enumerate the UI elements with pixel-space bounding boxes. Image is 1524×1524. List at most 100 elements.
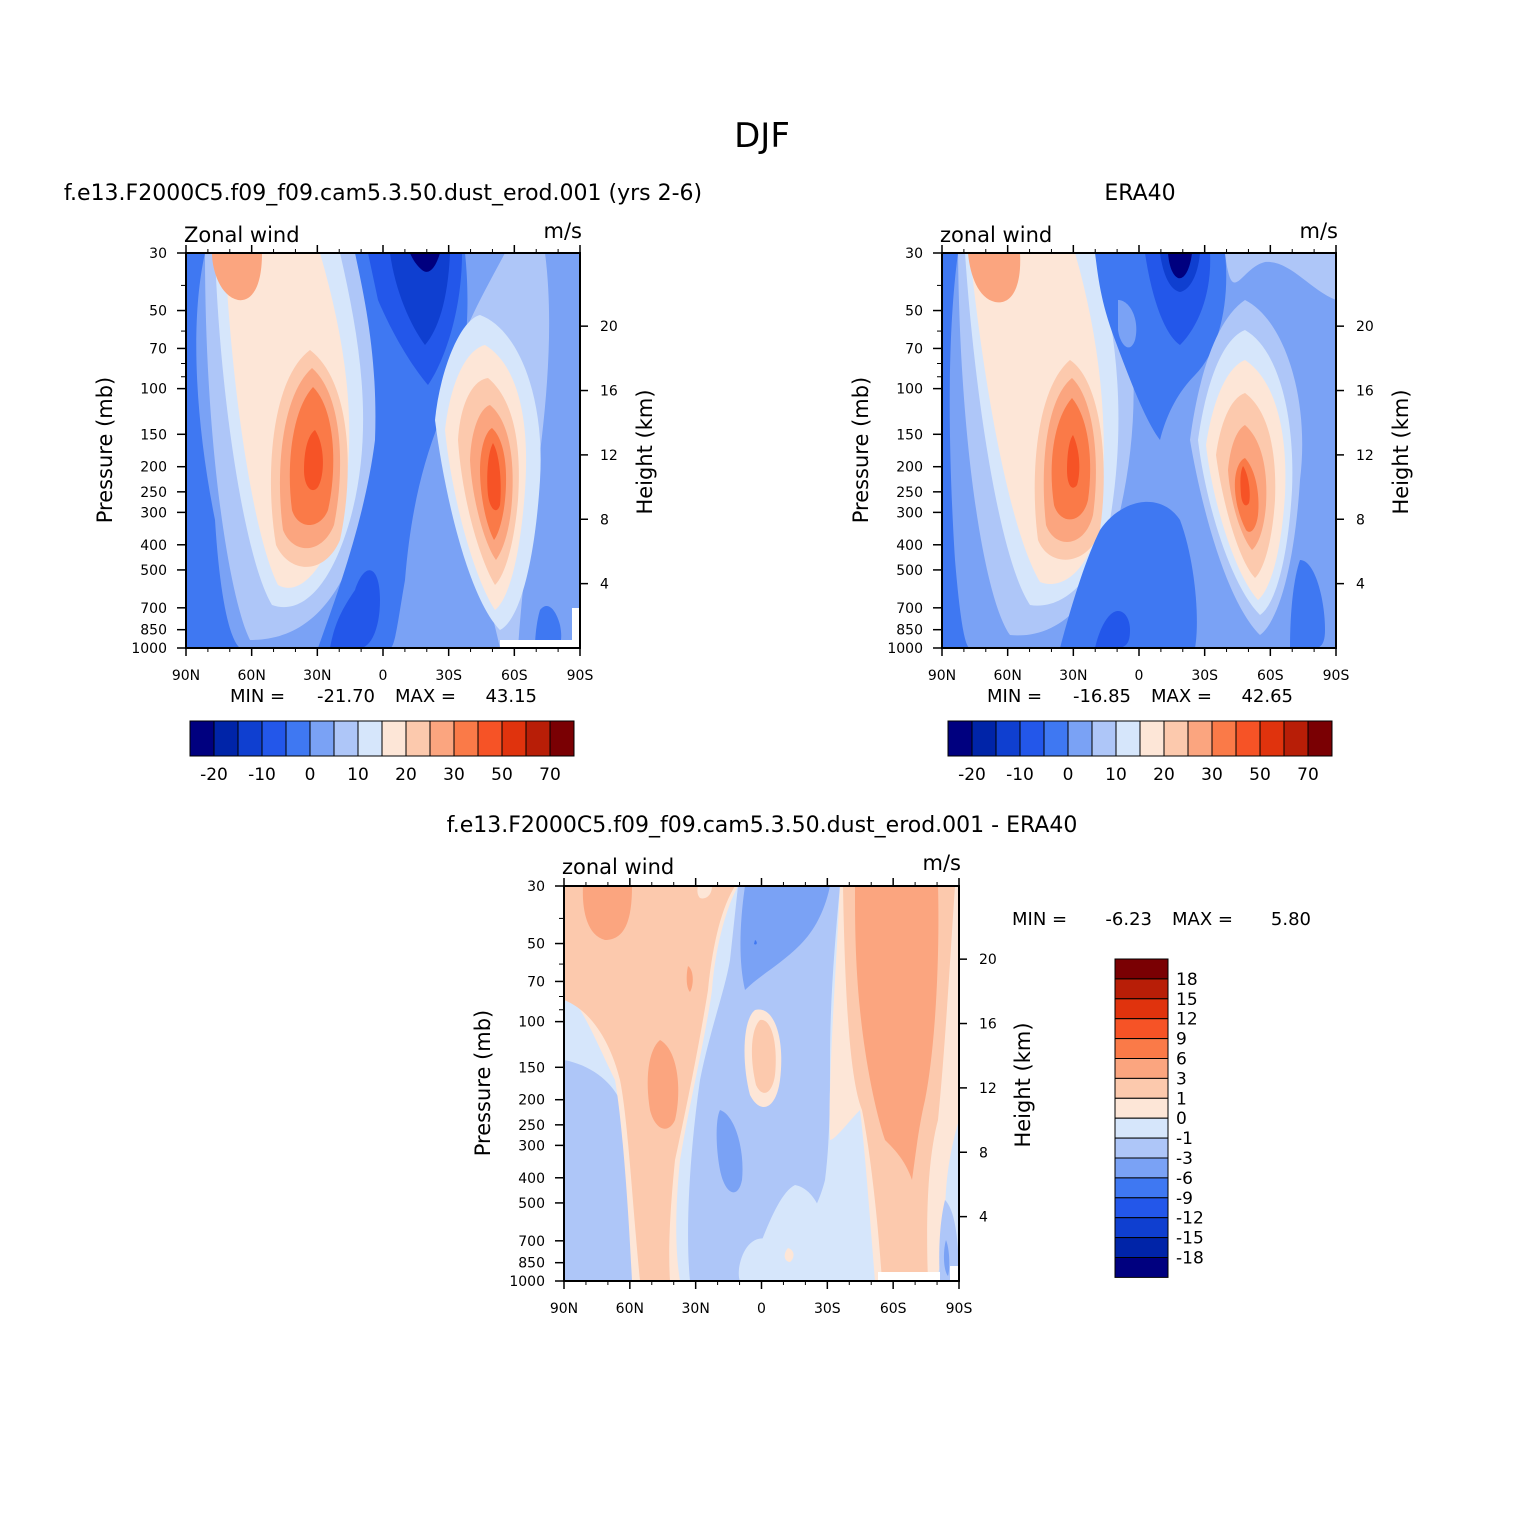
- contour-band: [410, 253, 440, 272]
- colorbar-swatch: [1114, 978, 1169, 1000]
- contour-band: [535, 605, 562, 648]
- y-tick-label: 400: [518, 1171, 545, 1187]
- panel-era40-minmax: MIN = -16.85 MAX = 42.65: [987, 686, 1293, 707]
- colorbar-swatch: [1114, 958, 1169, 980]
- y-tick-label: 70: [149, 341, 167, 357]
- panel-era40-colorbar: [947, 720, 1333, 757]
- max-value: 42.65: [1241, 686, 1293, 707]
- y-tick-label: 50: [905, 304, 923, 320]
- panel-era40-y-label: Pressure (mb): [849, 377, 873, 524]
- contour-band: [304, 430, 323, 491]
- panel-difference-y-right-label: Height (km): [1011, 1022, 1035, 1147]
- colorbar-label: -10: [248, 765, 276, 785]
- colorbar-swatch: [1114, 1197, 1169, 1219]
- contour-band: [751, 1019, 776, 1093]
- colorbar-swatch: [1115, 720, 1141, 757]
- x-tick-label: 30N: [1059, 668, 1087, 684]
- panel-model-variable: Zonal wind: [184, 223, 300, 247]
- x-tick-label: 90S: [1323, 668, 1350, 684]
- panel-model-x-axis: 90N 60N 30N 0 30S 60S 90S: [172, 245, 593, 684]
- panel-era40-y-right-label: Height (km): [1389, 389, 1413, 514]
- colorbar-swatch: [309, 720, 335, 757]
- colorbar-label: 30: [1201, 765, 1223, 785]
- colorbar-swatch: [1114, 1177, 1169, 1199]
- x-tick-label: 0: [1135, 668, 1144, 684]
- colorbar-label: 1: [1176, 1089, 1187, 1109]
- contour-band: [487, 443, 501, 511]
- x-tick-label: 90N: [172, 668, 200, 684]
- y-tick-label: 30: [149, 246, 167, 262]
- min-label: MIN =: [987, 686, 1042, 707]
- colorbar-swatch: [429, 720, 455, 757]
- colorbar-label: 0: [305, 765, 316, 785]
- colorbar-swatch: [1259, 720, 1285, 757]
- y-tick-label: 250: [518, 1118, 545, 1134]
- y-tick-label: 200: [896, 460, 923, 476]
- y-tick-label: 1000: [509, 1274, 545, 1290]
- contour-band: [535, 253, 580, 648]
- panel-model-minmax: MIN = -21.70 MAX = 43.15: [230, 686, 537, 707]
- y-tick-label: 30: [527, 879, 545, 895]
- panel-era40-colorbar-labels: -20 -10 0 10 20 30 50 70: [958, 765, 1319, 785]
- y-tick-label: 500: [140, 563, 167, 579]
- colorbar-swatch: [1114, 1117, 1169, 1139]
- y-right-tick-label: 4: [1356, 577, 1365, 593]
- y-tick-label: 300: [896, 505, 923, 521]
- x-tick-label: 60N: [238, 668, 266, 684]
- colorbar-label: 9: [1176, 1030, 1187, 1050]
- colorbar-swatch: [1114, 1058, 1169, 1079]
- y-tick-label: 100: [518, 1015, 545, 1031]
- colorbar-swatch: [1114, 1257, 1169, 1278]
- x-tick-label: 60S: [1257, 668, 1284, 684]
- colorbar-label: 70: [1297, 765, 1319, 785]
- colorbar-label: 70: [539, 765, 561, 785]
- y-right-tick-label: 8: [600, 512, 609, 528]
- max-label: MAX =: [395, 686, 456, 707]
- y-tick-label: 1000: [887, 641, 923, 657]
- y-tick-label: 850: [896, 623, 923, 639]
- y-tick-label: 400: [896, 538, 923, 554]
- panel-difference-units: m/s: [923, 851, 961, 875]
- panel-difference-variable: zonal wind: [562, 855, 674, 879]
- colorbar-label: 30: [443, 765, 465, 785]
- x-tick-label: 60S: [501, 668, 528, 684]
- x-tick-label: 60S: [880, 1301, 907, 1317]
- y-tick-label: 250: [140, 485, 167, 501]
- y-right-tick-label: 4: [600, 577, 609, 593]
- panel-model: f.e13.F2000C5.f09_f09.cam5.3.50.dust_ero…: [64, 181, 702, 785]
- y-right-tick-label: 20: [979, 952, 997, 968]
- colorbar-swatch: [237, 720, 263, 757]
- colorbar-swatch: [453, 720, 479, 757]
- panel-era40-contours: [942, 253, 1336, 648]
- colorbar-swatch: [381, 720, 407, 757]
- colorbar-swatch: [333, 720, 359, 757]
- colorbar-swatch: [261, 720, 287, 757]
- colorbar-label: -6: [1176, 1169, 1193, 1189]
- panel-model-units: m/s: [544, 219, 582, 243]
- y-tick-label: 30: [905, 246, 923, 262]
- panel-difference-title: f.e13.F2000C5.f09_f09.cam5.3.50.dust_ero…: [447, 813, 1078, 838]
- panel-era40: ERA40 zonal wind m/s: [849, 181, 1413, 785]
- y-tick-label: 700: [896, 601, 923, 617]
- colorbar-swatch: [1114, 998, 1169, 1020]
- panel-era40-units: m/s: [1300, 219, 1338, 243]
- y-right-tick-label: 20: [600, 319, 618, 335]
- contour-band: [968, 253, 1021, 303]
- colorbar-label: 12: [1176, 1010, 1198, 1030]
- x-tick-label: 60N: [616, 1301, 644, 1317]
- colorbar-label: -18: [1176, 1249, 1204, 1269]
- colorbar-swatch: [1114, 1077, 1169, 1099]
- colorbar-swatch: [549, 720, 575, 757]
- y-tick-label: 200: [140, 460, 167, 476]
- y-tick-label: 500: [518, 1196, 545, 1212]
- x-tick-label: 30S: [814, 1301, 841, 1317]
- colorbar-swatch: [285, 720, 311, 757]
- y-tick-label: 700: [140, 601, 167, 617]
- contour-band: [697, 886, 712, 899]
- min-value: -6.23: [1105, 909, 1152, 930]
- panel-difference-x-axis: 90N 60N 30N 0 30S 60S 90S: [550, 878, 972, 1317]
- contour-band: [582, 886, 632, 940]
- colorbar-swatch: [189, 720, 215, 757]
- contour-band: [1168, 253, 1192, 279]
- contour-band: [740, 886, 830, 990]
